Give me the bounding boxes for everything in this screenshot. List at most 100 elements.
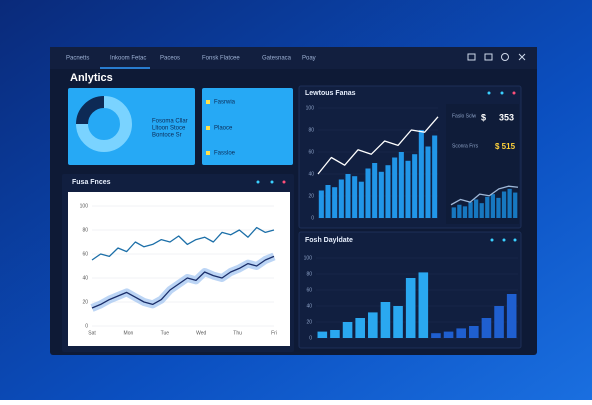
y-tick-label: 80 — [82, 227, 88, 233]
bar — [317, 331, 328, 338]
y-tick-label: 60 — [308, 149, 314, 155]
bullet — [206, 151, 210, 155]
bar — [418, 130, 424, 218]
y-tick-label: 100 — [306, 105, 315, 111]
donut-slice — [76, 96, 105, 125]
bar — [462, 206, 468, 218]
bar — [432, 135, 438, 218]
bar — [332, 187, 338, 218]
bullet — [206, 126, 210, 130]
page-title: Anlytics — [70, 72, 113, 84]
y-tick-label: 40 — [82, 275, 88, 281]
bullet — [206, 100, 210, 104]
line — [450, 185, 519, 206]
nav-bar — [50, 47, 537, 69]
bar — [352, 176, 358, 218]
nav-tab[interactable]: Fonsk Flatcee — [202, 56, 240, 62]
bar — [425, 146, 431, 218]
line — [91, 226, 275, 261]
y-tick-label: 80 — [306, 271, 312, 277]
icon[interactable] — [282, 180, 286, 184]
y-tick-label: 20 — [308, 193, 314, 199]
x-tick-label: Fri — [271, 330, 277, 336]
bar — [479, 203, 484, 218]
bar — [457, 204, 462, 218]
bar — [494, 306, 504, 338]
stat-label: Faslo Sclw — [452, 113, 477, 119]
panel-title: Lewtous Fanas — [305, 90, 356, 97]
stat-value: 353 — [499, 112, 514, 122]
icon[interactable] — [502, 238, 506, 242]
card-text: Lltoon Stoce — [152, 126, 186, 132]
bar — [355, 318, 365, 338]
y-tick-label: 0 — [309, 335, 312, 341]
bar — [496, 197, 501, 218]
stat-value: $ — [481, 112, 486, 122]
bar — [468, 202, 473, 218]
icon[interactable] — [256, 180, 260, 184]
icon[interactable] — [512, 91, 516, 95]
y-tick-label: 100 — [304, 255, 313, 261]
nav-icons — [467, 53, 526, 61]
panel-title: Fusa Fnces — [72, 179, 111, 186]
bar — [443, 331, 454, 338]
nav-tab[interactable]: Poay — [302, 56, 316, 62]
bar — [398, 152, 404, 218]
bar — [365, 168, 371, 218]
bar — [456, 328, 466, 338]
bar — [469, 326, 479, 338]
bar — [393, 306, 403, 338]
bar — [490, 194, 495, 218]
bar — [405, 278, 416, 338]
y-tick-label: 0 — [311, 215, 314, 221]
bar — [485, 196, 490, 218]
icon[interactable] — [513, 238, 517, 242]
line — [91, 255, 275, 309]
y-tick-label: 80 — [308, 127, 314, 133]
icon[interactable] — [484, 53, 493, 61]
bar — [330, 330, 340, 338]
nav-tab[interactable]: Pacnetts — [66, 56, 89, 62]
bar — [318, 190, 324, 218]
card-text: Fasrwia — [214, 100, 236, 106]
bar — [392, 157, 398, 218]
line — [317, 116, 439, 175]
bar — [385, 165, 391, 218]
card-text: Fosoma Cllar — [152, 119, 188, 125]
x-tick-label: Tue — [161, 330, 170, 336]
bar — [501, 191, 507, 218]
icon[interactable] — [490, 238, 494, 242]
icon[interactable] — [500, 91, 504, 95]
y-tick-label: 60 — [306, 287, 312, 293]
icon[interactable] — [270, 180, 274, 184]
y-tick-label: 20 — [82, 299, 88, 305]
y-tick-label: 100 — [80, 203, 89, 209]
icon[interactable] — [487, 91, 491, 95]
bar — [372, 163, 378, 218]
icon[interactable] — [467, 53, 476, 61]
icon[interactable] — [518, 53, 526, 61]
nav-tab[interactable]: Gatesnaca — [262, 56, 292, 62]
icon[interactable] — [501, 53, 509, 61]
bar — [342, 322, 353, 338]
y-tick-label: 60 — [82, 251, 88, 257]
nav-tab[interactable]: Inkoom Fetac — [110, 56, 146, 62]
x-tick-label: Thu — [233, 330, 242, 336]
bar — [405, 160, 411, 218]
donut-slice — [76, 96, 132, 152]
bar — [325, 185, 331, 218]
x-tick-label: Wed — [196, 330, 206, 336]
bar — [345, 174, 351, 218]
bar — [513, 192, 518, 218]
card-text: Plaoce — [214, 126, 233, 132]
y-tick-label: 40 — [308, 171, 314, 177]
bar — [338, 179, 344, 218]
x-tick-label: Sat — [88, 330, 96, 336]
bar — [474, 199, 479, 218]
stat-value: $ 515 — [495, 142, 516, 151]
bar — [368, 312, 378, 338]
bar — [358, 181, 364, 218]
bar — [418, 272, 429, 338]
nav-tab[interactable]: Paceos — [160, 56, 180, 62]
